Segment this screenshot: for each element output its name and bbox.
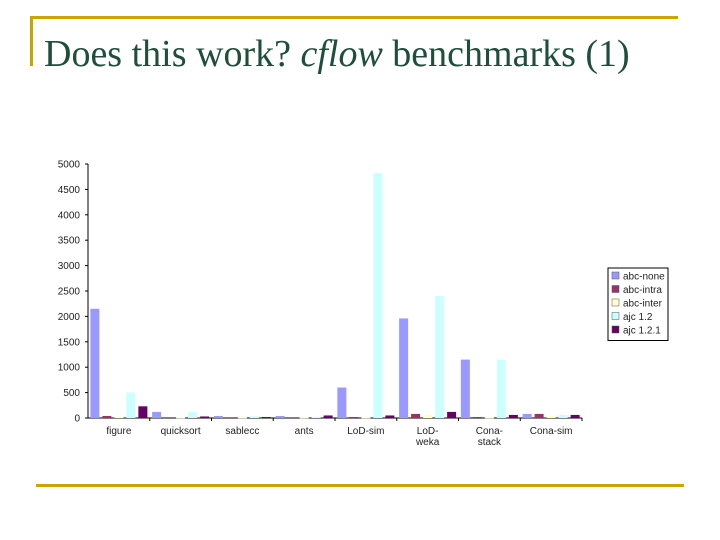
bar-abc-none — [152, 411, 162, 418]
y-tick-label: 0 — [74, 414, 80, 425]
bar-abc-none — [275, 415, 285, 418]
legend-label: abc-none — [623, 272, 665, 283]
legend-swatch — [611, 298, 620, 307]
bar-abc-none — [90, 308, 100, 418]
y-tick-label: 1500 — [58, 337, 81, 348]
legend-label: abc-inter — [623, 299, 663, 310]
bar-abc-intra — [534, 413, 544, 418]
category-label: stack — [478, 437, 502, 448]
bar-abc-inter — [484, 417, 494, 419]
bar-ajc-1-2-1 — [200, 416, 210, 418]
category-label: LoD- — [417, 426, 439, 437]
y-tick-label: 2500 — [58, 287, 81, 298]
bar-abc-none — [399, 318, 409, 418]
bar-ajc-1-2 — [188, 411, 198, 418]
top-rule — [30, 16, 678, 19]
bar-abc-none — [213, 415, 223, 418]
bar-ajc-1-2 — [373, 173, 383, 418]
bar-abc-intra — [102, 415, 112, 418]
bar-ajc-1-2-1 — [323, 415, 333, 418]
legend-label: ajc 1.2.1 — [623, 326, 661, 337]
bar-abc-inter — [423, 414, 433, 418]
bar-ajc-1-2 — [435, 296, 445, 418]
category-label: weka — [415, 437, 440, 448]
bar-abc-intra — [411, 413, 421, 418]
y-tick-label: 3000 — [58, 261, 81, 272]
bar-ajc-1-2-1 — [261, 416, 271, 418]
category-label: ants — [295, 426, 314, 437]
bar-ajc-1-2 — [496, 359, 506, 418]
bar-ajc-1-2-1 — [138, 406, 148, 418]
bottom-rule — [36, 484, 684, 487]
bar-abc-none — [460, 359, 470, 418]
bar-abc-inter — [176, 417, 186, 419]
bar-abc-intra — [287, 417, 297, 419]
bar-ajc-1-2 — [126, 392, 136, 418]
bar-abc-inter — [114, 417, 124, 419]
category-label: quicksort — [161, 426, 201, 437]
y-tick-label: 1000 — [58, 363, 81, 374]
category-label: Cona- — [476, 426, 503, 437]
legend-label: ajc 1.2 — [623, 312, 653, 323]
bar-abc-none — [522, 413, 532, 418]
bar-abc-intra — [472, 416, 482, 418]
bar-abc-inter — [299, 417, 309, 419]
y-tick-label: 4500 — [58, 185, 81, 196]
y-tick-label: 3500 — [58, 236, 81, 247]
bar-abc-intra — [225, 417, 235, 419]
y-tick-label: 4000 — [58, 210, 81, 221]
bar-ajc-1-2-1 — [447, 411, 457, 418]
bar-ajc-1-2-1 — [385, 415, 395, 418]
category-label: sablecc — [225, 426, 259, 437]
legend-swatch — [611, 325, 620, 334]
bar-ajc-1-2-1 — [570, 414, 580, 418]
category-label: figure — [106, 426, 131, 437]
bar-abc-intra — [164, 417, 174, 419]
title-suffix: benchmarks (1) — [382, 33, 630, 75]
slide-title: Does this work? cflow benchmarks (1) — [44, 30, 684, 78]
y-tick-label: 5000 — [58, 160, 81, 171]
bar-ajc-1-2 — [249, 416, 259, 418]
bar-ajc-1-2 — [558, 414, 568, 418]
bar-abc-intra — [349, 416, 359, 418]
legend-swatch — [611, 285, 620, 293]
legend-swatch — [611, 271, 620, 280]
category-label: LoD-sim — [347, 426, 384, 437]
title-prefix: Does this work? — [44, 33, 301, 75]
left-rule — [30, 16, 33, 66]
bar-abc-inter — [361, 417, 371, 419]
legend-swatch — [611, 312, 620, 320]
bar-abc-none — [337, 387, 347, 418]
category-label: Cona-sim — [530, 426, 573, 437]
bar-ajc-1-2 — [311, 416, 321, 418]
bar-ajc-1-2-1 — [508, 414, 518, 418]
bar-abc-inter — [546, 415, 556, 418]
y-tick-label: 500 — [63, 388, 80, 399]
legend-label: abc-intra — [623, 285, 662, 296]
y-tick-label: 2000 — [58, 312, 81, 323]
title-italic: cflow — [300, 33, 383, 75]
bar-abc-inter — [237, 417, 247, 419]
